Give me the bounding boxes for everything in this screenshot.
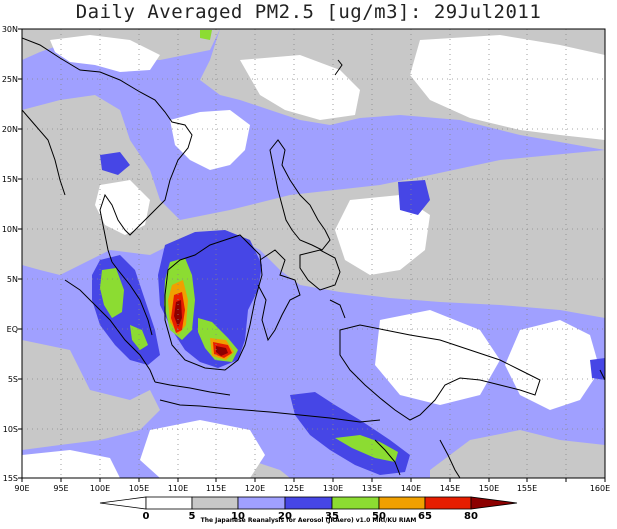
lat-label: 15N xyxy=(2,175,18,184)
pm25-field xyxy=(22,29,605,478)
lat-label: 10N xyxy=(2,225,18,234)
lon-label: 95E xyxy=(53,484,68,493)
lat-label: 30N xyxy=(2,25,18,34)
lon-label: 135E xyxy=(362,484,382,493)
lat-label: 5S xyxy=(8,375,18,384)
colorbar-label: 65 xyxy=(418,511,432,522)
lat-label: 20N xyxy=(2,125,18,134)
lat-label: 5N xyxy=(7,275,18,284)
lon-label: 140E xyxy=(401,484,421,493)
colorbar-label: 10 xyxy=(231,511,245,522)
colorbar-bin xyxy=(331,496,380,510)
lon-label: 155E xyxy=(517,484,537,493)
coastlines xyxy=(22,37,605,478)
map-title: Daily Averaged PM2.5 [ug/m3]: 29Jul2011 xyxy=(75,1,542,23)
lon-label: 120E xyxy=(245,484,265,493)
colorbar-bin xyxy=(284,496,333,510)
colorbar-bin xyxy=(424,496,472,510)
colorbar-bin xyxy=(145,496,193,510)
credit-text: The Japanese Reanalysis for Aerosol (JRA… xyxy=(200,517,417,524)
lat-label: EQ xyxy=(7,325,18,334)
lon-label: 125E xyxy=(284,484,304,493)
colorbar-label: 0 xyxy=(143,511,150,522)
lon-label: 110E xyxy=(168,484,188,493)
lon-label: 145E xyxy=(440,484,460,493)
colorbar-bin xyxy=(378,496,426,510)
colorbar: 0 5 10 20 35 50 65 80 xyxy=(99,496,518,522)
lon-label: 105E xyxy=(129,484,149,493)
colorbar-label: 5 xyxy=(189,511,196,522)
lat-label: 10S xyxy=(3,425,18,434)
map-frame xyxy=(21,28,606,479)
colorbar-label: 35 xyxy=(325,511,339,522)
lon-label: 150E xyxy=(479,484,499,493)
lon-label: 90E xyxy=(14,484,29,493)
lon-label: 130E xyxy=(323,484,343,493)
lon-label: 115E xyxy=(206,484,226,493)
colorbar-bin xyxy=(191,496,239,510)
colorbar-label: 50 xyxy=(372,511,386,522)
lat-label: 15S xyxy=(3,474,18,483)
lat-label: 25N xyxy=(2,75,18,84)
colorbar-bin xyxy=(237,496,286,510)
colorbar-label: 20 xyxy=(278,511,292,522)
colorbar-bin xyxy=(99,496,147,510)
lon-label: 100E xyxy=(90,484,110,493)
colorbar-label: 80 xyxy=(464,511,478,522)
colorbar-bin xyxy=(470,496,518,510)
lon-label: 160E xyxy=(590,484,610,493)
